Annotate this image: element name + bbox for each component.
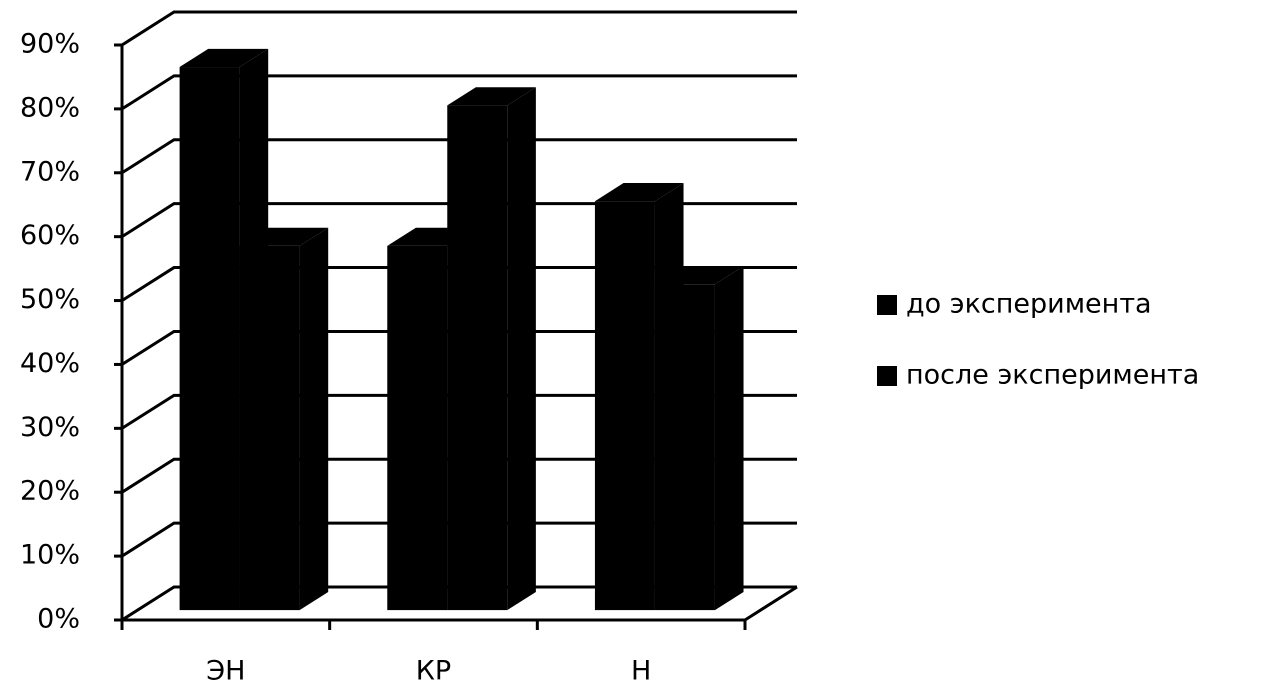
grid-line	[121, 10, 797, 47]
grid-line	[121, 457, 797, 494]
grid-line	[121, 329, 797, 366]
bar	[179, 67, 240, 611]
grid-line	[121, 202, 797, 238]
legend-swatch	[877, 295, 897, 315]
bar-side	[299, 227, 329, 611]
grid-line	[121, 521, 797, 558]
bar-side	[507, 87, 536, 611]
bar	[654, 284, 715, 611]
y-tick-label: 90%	[20, 29, 80, 60]
grid-line	[121, 266, 797, 302]
legend-swatch	[877, 366, 897, 386]
bar-top	[654, 266, 744, 285]
y-tick-label: 70%	[20, 156, 80, 187]
y-tick-label: 0%	[37, 604, 80, 635]
y-tick-label: 60%	[20, 220, 80, 251]
bar	[239, 245, 300, 611]
grid-line	[121, 138, 797, 175]
grid-line	[121, 74, 797, 111]
y-tick-label: 20%	[20, 476, 80, 507]
legend-label: до эксперимента	[906, 289, 1152, 320]
legend-label: после эксперимента	[906, 360, 1199, 391]
y-tick-label: 30%	[20, 412, 80, 443]
bar-top	[239, 227, 329, 246]
bar-top	[447, 87, 536, 106]
x-tick-label: ЭН	[206, 656, 245, 687]
grid-line	[121, 393, 797, 430]
bar-top	[594, 183, 684, 202]
floor-edge	[744, 585, 798, 622]
grid-line	[121, 585, 797, 622]
x-tick-label: Н	[631, 656, 651, 687]
y-tick-label: 10%	[20, 540, 80, 571]
bar	[387, 245, 448, 611]
x-tick-label: КР	[416, 656, 451, 687]
y-tick-label: 50%	[20, 284, 80, 315]
bar	[594, 201, 655, 611]
bar-top	[179, 48, 269, 68]
bar	[447, 105, 508, 611]
y-tick-label: 40%	[20, 348, 80, 379]
bar-side	[714, 266, 744, 611]
y-tick-label: 80%	[20, 92, 80, 123]
